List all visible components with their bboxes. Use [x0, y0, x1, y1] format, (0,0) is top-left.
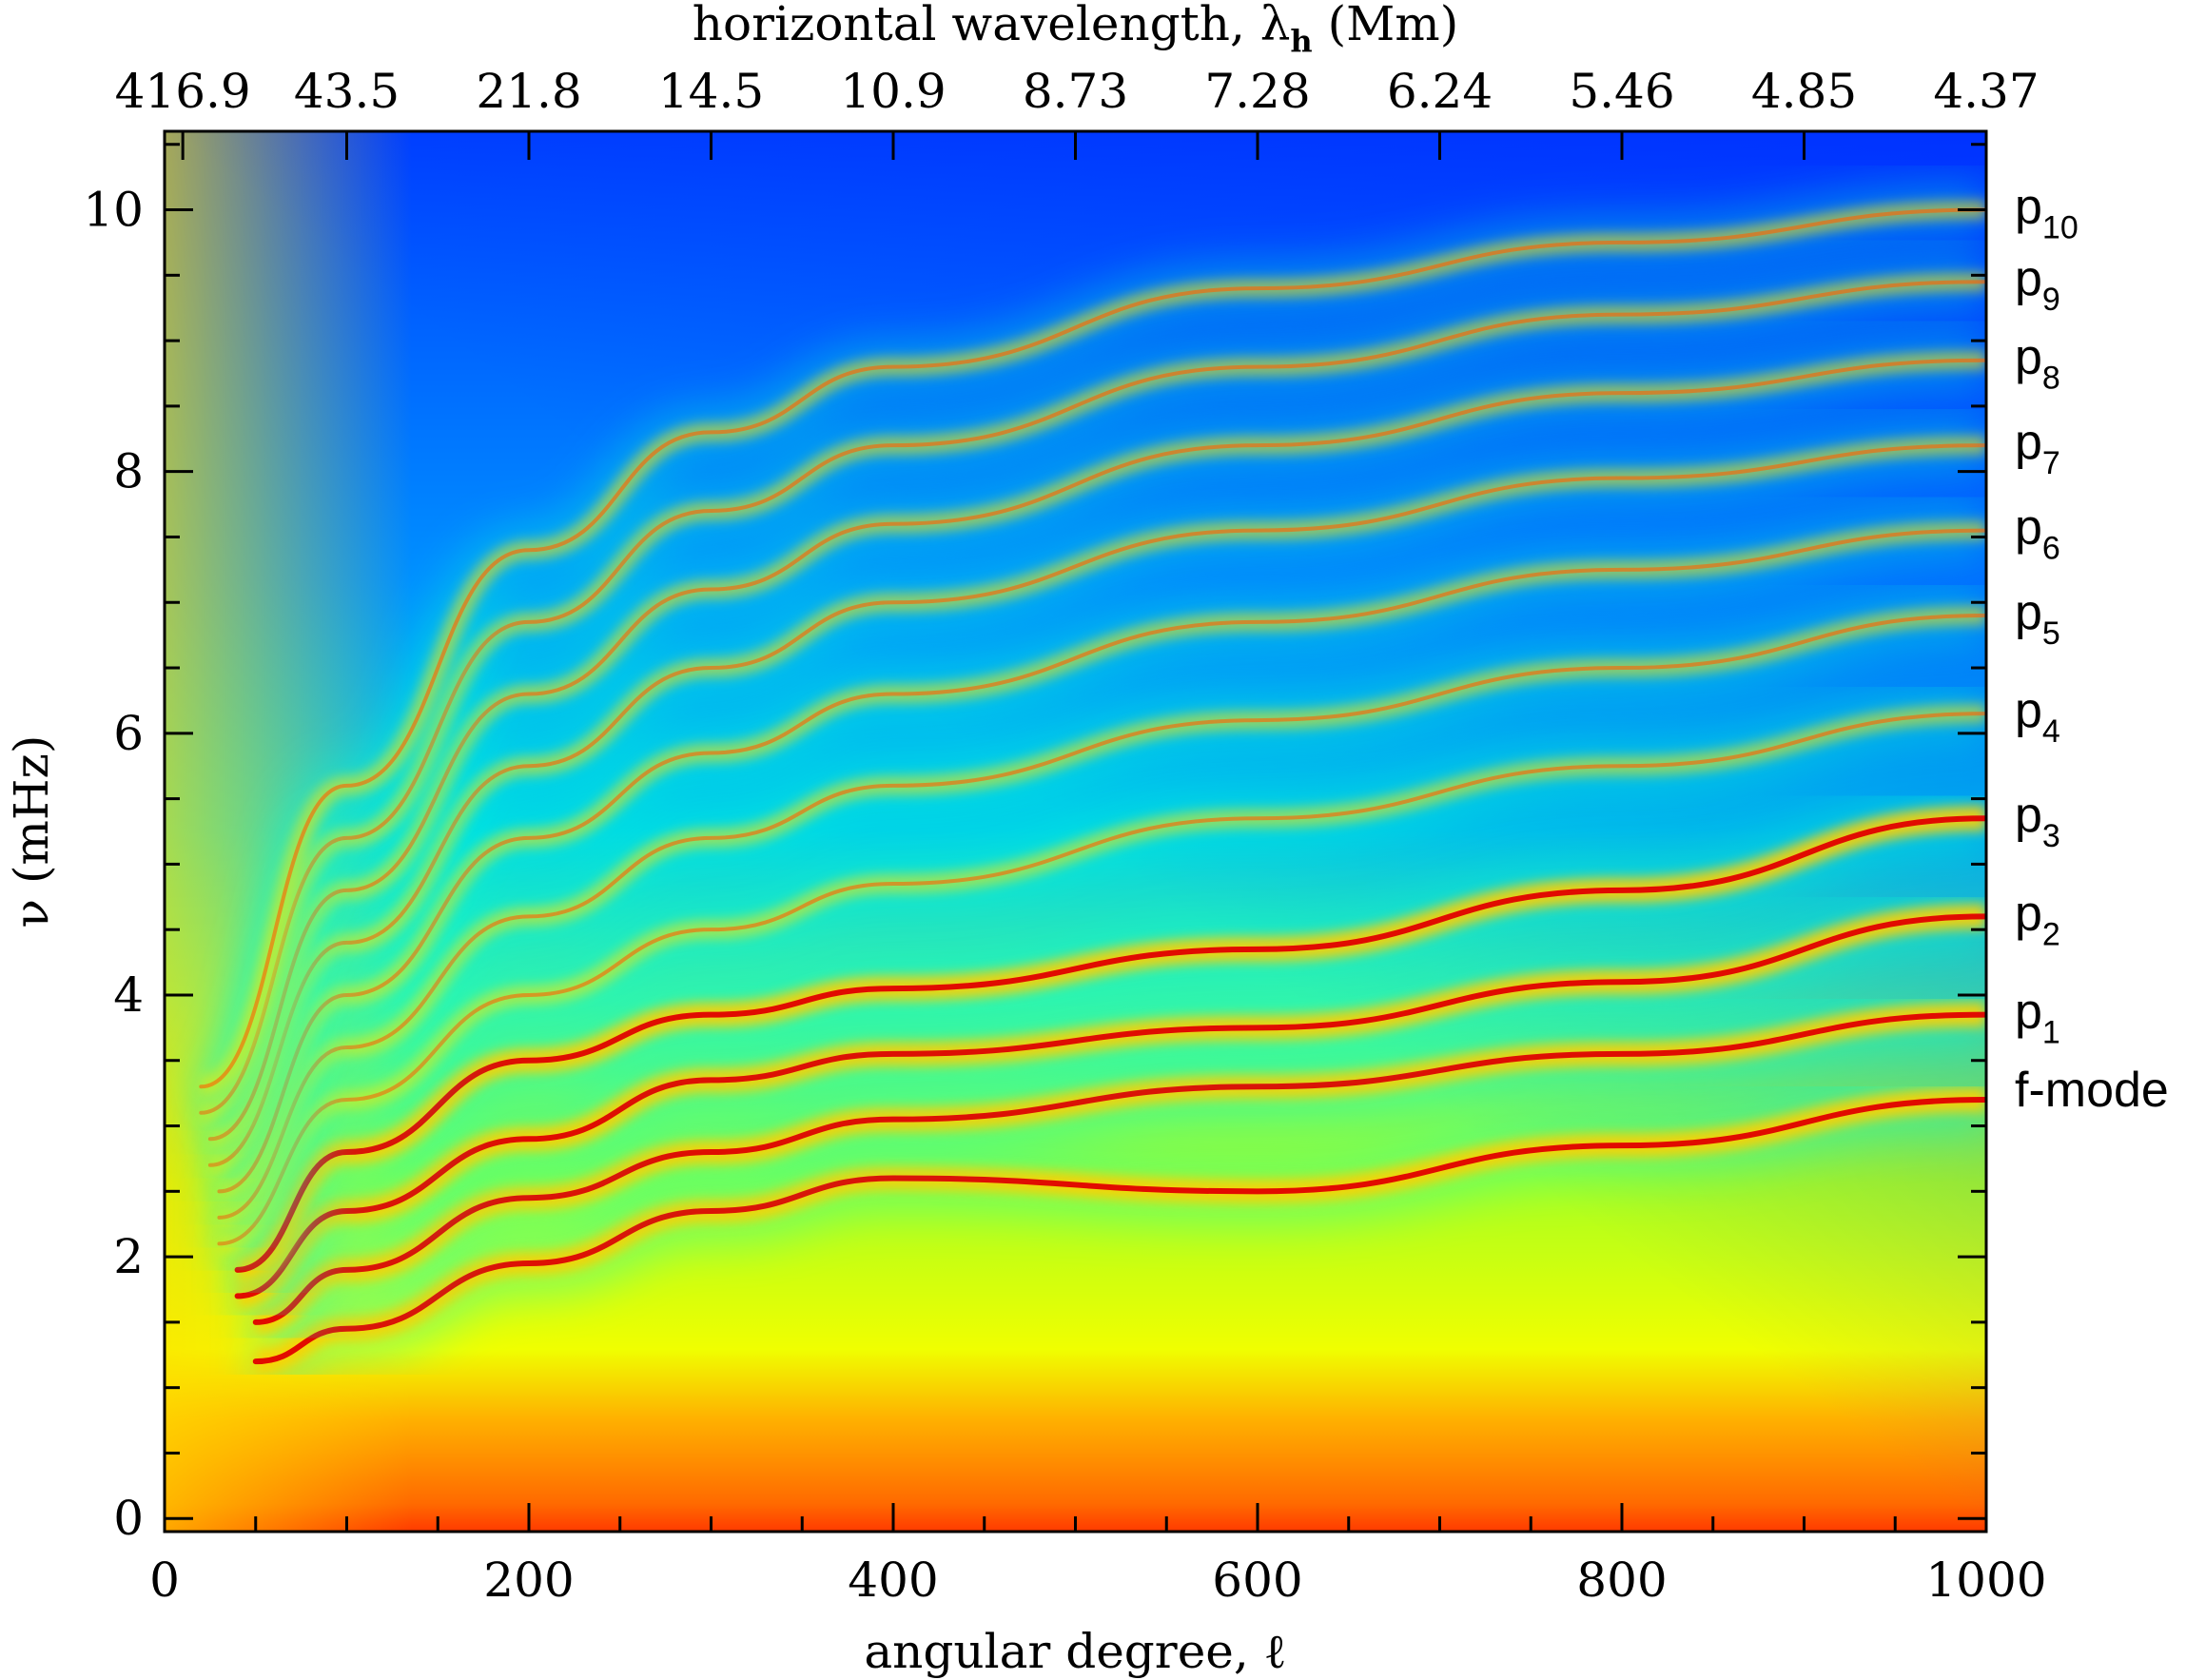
y-tick-label: 6 — [113, 706, 144, 761]
top-tick-label: 14.5 — [658, 64, 764, 119]
axis-tick-labels: 0 200 400 600 800 1000 0 2 4 6 8 10 416.9 43.5 21.8 14.… — [83, 64, 2168, 1608]
ridge-core — [207, 358, 1986, 1142]
mode-label-f-mode: f-mode — [2015, 1063, 2169, 1118]
x-tick-label: 600 — [1212, 1553, 1302, 1608]
top-tick-label: 6.24 — [1387, 64, 1493, 119]
ridge-core — [207, 443, 1986, 1167]
ridge-p10 — [196, 184, 1986, 1113]
top-tick-label: 8.73 — [1023, 64, 1128, 119]
x-tick-label: 1000 — [1925, 1553, 2046, 1608]
y-axis-label: ν (mHz) — [4, 735, 59, 928]
y-tick-label: 10 — [83, 183, 144, 238]
x-axis-label: angular degree, ℓ — [864, 1624, 1286, 1679]
ridge-p1 — [252, 981, 1986, 1356]
x-tick-label: 200 — [483, 1553, 574, 1608]
ridge-p8 — [205, 334, 1986, 1165]
ridge-p7 — [205, 419, 1986, 1192]
x-tick-label: 0 — [149, 1553, 180, 1608]
mode-ridges — [196, 184, 1986, 1396]
ridge-core — [199, 280, 1986, 1115]
ridge-core — [234, 913, 1986, 1299]
mode-label-p9: p9 — [2015, 251, 2060, 318]
ridge-p4 — [215, 687, 1986, 1270]
plot-area — [165, 131, 1986, 1532]
top-axis-label: horizontal wavelength, λh (Mm) — [693, 0, 1458, 59]
y-tick-label: 0 — [113, 1491, 144, 1546]
mode-label-p7: p7 — [2015, 415, 2060, 481]
mode-label-p5: p5 — [2015, 585, 2060, 652]
ridge-core — [252, 1011, 1986, 1325]
ridge-p2 — [234, 883, 1986, 1330]
x-tick-label: 400 — [848, 1553, 938, 1608]
ridge-core — [199, 207, 1986, 1089]
top-tick-label: 416.9 — [115, 64, 251, 119]
axis-ticks — [163, 131, 1988, 1532]
mode-label-p2: p2 — [2015, 886, 2060, 952]
top-tick-label: 10.9 — [840, 64, 946, 119]
top-tick-label: 7.28 — [1204, 64, 1310, 119]
mode-label-p3: p3 — [2015, 788, 2060, 854]
ridge-core — [217, 712, 1986, 1246]
ridge-p5 — [215, 589, 1986, 1244]
top-tick-label: 43.5 — [294, 64, 400, 119]
y-tick-label: 4 — [113, 967, 144, 1023]
ridge-core — [217, 614, 1986, 1220]
ridge-core — [252, 1097, 1986, 1365]
top-tick-label: 21.8 — [476, 64, 581, 119]
ridge-core — [217, 528, 1986, 1194]
ridge-core — [234, 815, 1986, 1273]
top-tick-label: 4.85 — [1751, 64, 1857, 119]
mode-label-p6: p6 — [2015, 500, 2060, 567]
top-tick-label: 4.37 — [1933, 64, 2039, 119]
mode-label-p4: p4 — [2015, 683, 2060, 750]
mode-label-p8: p8 — [2015, 330, 2060, 397]
y-tick-label: 2 — [113, 1229, 144, 1284]
y-tick-label: 8 — [113, 444, 144, 499]
x-tick-label: 800 — [1576, 1553, 1667, 1608]
ridge-p6 — [215, 504, 1986, 1218]
ridge-p9 — [196, 255, 1986, 1140]
ridge-p3 — [232, 785, 1986, 1303]
ridge-f-mode — [252, 1066, 1986, 1396]
mode-label-p10: p10 — [2015, 180, 2079, 246]
top-tick-label: 5.46 — [1569, 64, 1674, 119]
mode-label-p1: p1 — [2015, 985, 2060, 1051]
